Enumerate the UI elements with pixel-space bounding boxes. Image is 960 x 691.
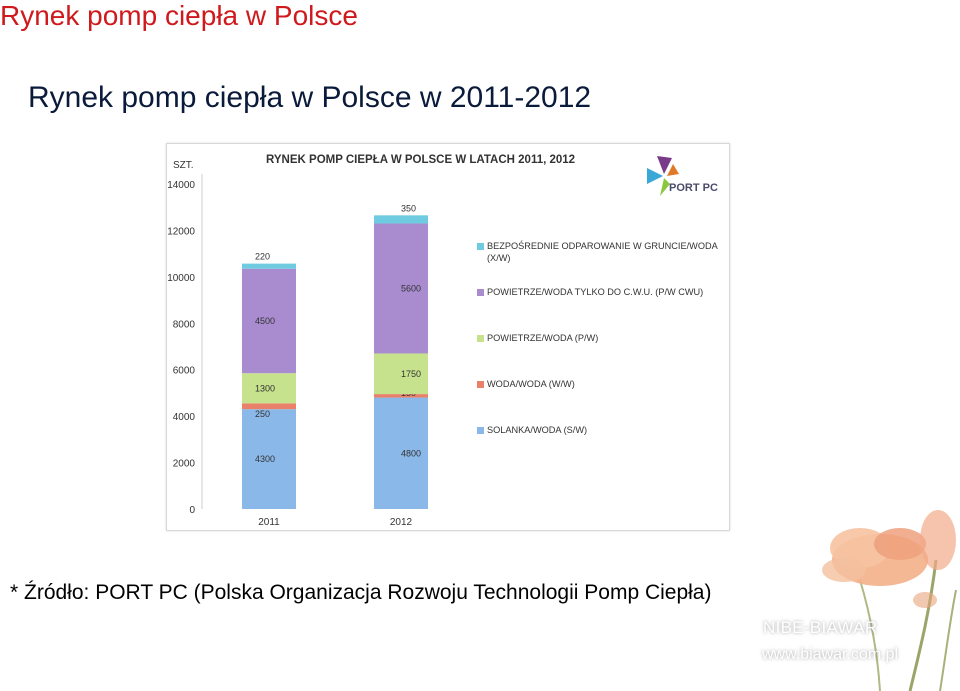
brand-name: NIBE-BIAWAR [763,618,878,637]
bar-segment [242,409,296,509]
legend-label: POWIETRZE/WODA (P/W) [487,333,598,343]
data-label: 4300 [255,454,275,464]
chart-title: RYNEK POMP CIEPŁA W POLSCE W LATACH 2011… [266,154,575,166]
y-tick-label: 2000 [173,459,196,470]
bar-segment [242,268,296,374]
legend-swatch [477,243,484,250]
legend-swatch [477,335,484,342]
data-label: 220 [255,252,270,262]
bar-segment [374,397,428,509]
poppy-flower-image [822,510,957,691]
legend-swatch [477,289,484,296]
x-tick-label: 2012 [390,517,413,528]
y-tick-label: 10000 [167,273,195,284]
data-label: 5600 [401,283,421,293]
chart-panel: RYNEK POMP CIEPŁA W POLSCE W LATACH 2011… [166,143,730,531]
bar-segment [242,263,296,269]
legend-label: POWIETRZE/WODA TYLKO DO C.W.U. (P/W CWU) [487,287,703,297]
legend-swatch [477,427,484,434]
bar-segment [242,403,296,410]
legend-swatch [477,381,484,388]
data-label: 1750 [401,369,421,379]
bar-segment [374,223,428,354]
brand-url[interactable]: www.biawar.com.pl [762,646,899,663]
legend-label-continued: (X/W) [487,253,510,263]
unit-label: SZT. [173,160,194,171]
x-tick-label: 2011 [258,517,280,528]
y-tick-label: 8000 [173,319,196,330]
header-title: Rynek pomp ciepła w Polsce [0,0,358,31]
bar-segment [374,394,428,398]
data-label: 1300 [255,383,275,393]
bar-segment [374,215,428,224]
data-label: 4800 [401,448,421,458]
logo-text: PORT PC [669,182,718,194]
data-label: 250 [255,409,270,419]
source-note: * Źródło: PORT PC (Polska Organizacja Ro… [10,581,712,604]
port-pc-logo: PORT PC [647,156,718,196]
bar-segment [374,353,428,395]
y-tick-label: 6000 [173,366,196,377]
data-label: 350 [401,203,416,213]
page-title: Rynek pomp ciepła w Polsce w 2011-2012 [28,81,592,114]
y-tick-label: 4000 [173,412,196,423]
data-label: 4500 [255,316,275,326]
stacked-bar-chart: RYNEK POMP CIEPŁA W POLSCE W LATACH 2011… [167,154,719,528]
y-tick-label: 14000 [167,180,195,191]
legend-label: BEZPOŚREDNIE ODPAROWANIE W GRUNCIE/WODA [487,240,719,251]
y-tick-label: 12000 [167,226,195,237]
legend-label: WODA/WODA (W/W) [487,379,575,389]
legend-label: SOLANKA/WODA (S/W) [487,425,587,435]
y-tick-label: 0 [189,505,195,516]
bar-segment [242,373,296,404]
